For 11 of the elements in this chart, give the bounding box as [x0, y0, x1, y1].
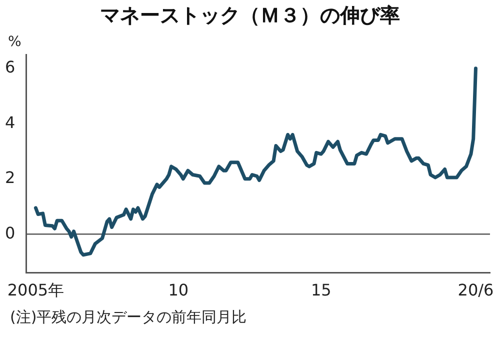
- x-tick-label: 20/6: [458, 280, 494, 300]
- y-tick-label: 4: [4, 112, 16, 132]
- x-tick-label: 10: [168, 280, 189, 300]
- y-axis-title: %: [8, 34, 22, 50]
- x-tick-label: 15: [310, 280, 332, 300]
- x-tick-label: 2005年: [7, 280, 64, 300]
- text: (注)平残の月次データの前年同月比: [10, 308, 247, 327]
- chart-title: マネーストック（Ｍ３）の伸び率: [99, 2, 401, 29]
- y-tick-label: 0: [4, 223, 16, 242]
- y-tick-label: 2: [4, 168, 16, 188]
- y-tick-label: 6: [4, 58, 16, 77]
